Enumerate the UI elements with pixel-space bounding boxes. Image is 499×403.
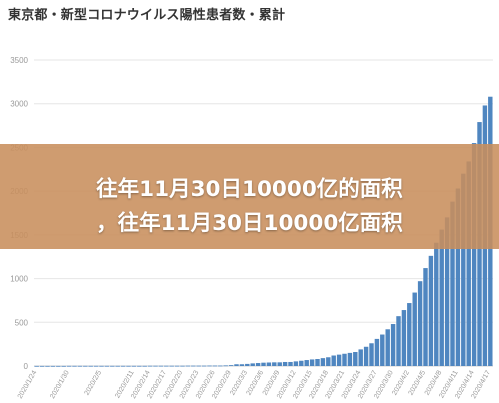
bar <box>428 255 434 366</box>
y-tick-label: 1000 <box>10 275 28 284</box>
bar <box>282 361 288 366</box>
bar <box>131 365 137 367</box>
bar <box>390 324 396 366</box>
bar <box>153 365 158 367</box>
bar <box>147 365 153 367</box>
bar <box>363 346 369 366</box>
bar <box>223 365 228 367</box>
x-tick-label: 2020/1/30 <box>49 369 71 400</box>
x-tick-label: 2020/1/24 <box>17 369 39 400</box>
bar <box>126 365 131 367</box>
bar <box>309 359 315 366</box>
bar <box>434 242 439 366</box>
bar <box>401 310 407 366</box>
bar <box>115 365 120 367</box>
bar <box>169 365 174 367</box>
bar <box>83 365 88 367</box>
chart-title: 東京都・新型コロナウイルス陽性患者数・累計 <box>8 7 286 22</box>
bar <box>72 365 77 367</box>
bar <box>396 316 401 366</box>
bar <box>180 365 185 367</box>
bar <box>455 188 461 366</box>
bar <box>120 365 126 367</box>
bar <box>304 360 309 366</box>
bar <box>342 353 347 366</box>
bar <box>158 365 164 367</box>
bar <box>380 334 385 366</box>
bar <box>471 143 477 366</box>
bar <box>218 365 223 367</box>
y-tick-label: 3500 <box>10 56 28 65</box>
caption-overlay: 往年11月30日10000亿的面积 ，往年11月30日10000亿面积 <box>0 144 499 249</box>
bar <box>104 365 110 367</box>
bar <box>137 365 142 367</box>
overlay-line-2: ，往年11月30日10000亿面积 <box>96 211 403 236</box>
overlay-line-1: 往年11月30日10000亿的面积 <box>96 177 403 202</box>
bar <box>347 352 353 366</box>
bar <box>250 363 255 366</box>
bar <box>261 362 266 366</box>
bar <box>466 161 471 366</box>
x-tick-label: 2020/2/5 <box>84 369 104 396</box>
bar <box>66 365 72 367</box>
bar <box>77 365 83 367</box>
bar <box>353 352 358 366</box>
bar <box>110 365 115 367</box>
bar <box>272 362 277 366</box>
bar <box>39 365 45 367</box>
bar <box>320 358 326 366</box>
bar <box>407 303 412 366</box>
bar <box>417 281 423 366</box>
bar <box>93 365 99 367</box>
y-tick-label: 0 <box>24 362 29 371</box>
bar <box>45 365 50 367</box>
y-tick-label: 3000 <box>10 100 28 109</box>
bar <box>266 362 272 366</box>
bar <box>196 365 201 367</box>
bar <box>288 361 293 366</box>
bar <box>336 354 342 366</box>
bar <box>331 355 336 366</box>
bar <box>185 365 191 367</box>
bar <box>99 365 104 367</box>
bar <box>88 365 93 367</box>
bar <box>34 365 39 367</box>
bar <box>201 365 207 367</box>
bar <box>423 268 428 366</box>
bar <box>444 217 450 366</box>
bar <box>358 349 363 366</box>
bar <box>212 365 218 367</box>
bar <box>326 357 331 366</box>
bar <box>234 364 239 366</box>
bar <box>245 363 250 366</box>
bar <box>374 338 380 366</box>
bar <box>461 173 466 366</box>
bar <box>61 365 66 367</box>
bar <box>385 329 390 366</box>
bar <box>315 359 320 366</box>
bar <box>228 365 234 366</box>
bar <box>164 365 169 367</box>
bar <box>277 362 282 366</box>
bar <box>56 365 61 367</box>
bar <box>293 361 299 366</box>
bar <box>174 365 180 367</box>
bar <box>299 360 304 366</box>
bar <box>255 363 261 366</box>
bar <box>207 365 212 367</box>
bar <box>412 292 417 366</box>
bar <box>50 365 56 367</box>
bar <box>450 201 455 366</box>
bar <box>439 229 444 366</box>
bar <box>191 365 196 367</box>
bar <box>239 364 245 366</box>
y-tick-label: 500 <box>15 318 29 327</box>
bar <box>369 343 374 366</box>
bar <box>142 365 147 367</box>
